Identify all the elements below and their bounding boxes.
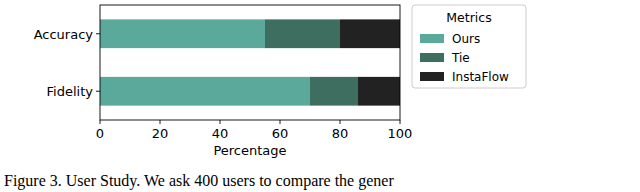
legend-label: Ours — [452, 32, 480, 46]
x-tick — [340, 120, 341, 124]
x-tick-label: 0 — [96, 126, 104, 141]
chart: 0 20 40 60 80 100 Accuracy Fidelity Percentage Me… — [0, 0, 640, 192]
bar-segment — [340, 19, 400, 48]
x-tick-label: 80 — [332, 126, 349, 141]
x-tick — [400, 120, 401, 124]
x-tick — [280, 120, 281, 124]
bars — [100, 19, 400, 105]
bar-segment — [100, 19, 265, 48]
x-tick-label: 60 — [272, 126, 289, 141]
y-tick — [96, 91, 100, 92]
bar-segment — [265, 19, 340, 48]
legend-swatch — [420, 34, 444, 43]
x-axis-label: Percentage — [213, 143, 286, 158]
legend-label: InstaFlow — [452, 70, 509, 84]
x-tick-label: 20 — [152, 126, 169, 141]
x-tick — [100, 120, 101, 124]
plot-frame — [100, 5, 400, 120]
x-tick-label: 100 — [388, 126, 413, 141]
caption: Figure 3. User Study. We ask 400 users t… — [4, 172, 394, 190]
legend-swatch — [420, 72, 444, 81]
y-tick-label: Fidelity — [47, 84, 94, 99]
x-tick — [160, 120, 161, 124]
y-tick — [96, 33, 100, 34]
bar-segment — [358, 77, 400, 106]
bar-segment — [100, 77, 310, 106]
legend-label: Tie — [451, 51, 470, 65]
legend-swatch — [420, 53, 444, 62]
legend-box — [412, 5, 526, 88]
legend-title: Metrics — [446, 10, 491, 25]
bar-segment — [310, 77, 358, 106]
x-tick-label: 40 — [212, 126, 229, 141]
y-tick-label: Accuracy — [34, 27, 94, 42]
x-tick — [220, 120, 221, 124]
